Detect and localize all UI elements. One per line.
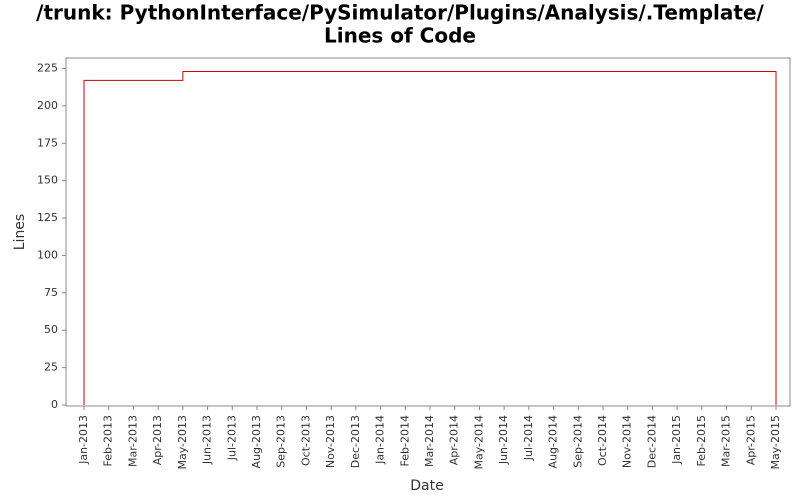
x-tick-label: May-2013 [176, 415, 189, 470]
plot-area [65, 57, 791, 407]
y-axis-title: Lines [12, 214, 28, 250]
x-tick-label: Sep-2013 [275, 415, 288, 468]
y-tick-label: 75 [44, 286, 58, 299]
chart-title: /trunk: PythonInterface/PySimulator/Plug… [36, 1, 764, 25]
x-axis-title: Date [410, 478, 443, 494]
x-tick-label: Dec-2014 [645, 415, 658, 468]
x-tick-label: Mar-2013 [126, 415, 139, 467]
y-tick-label: 25 [44, 361, 58, 374]
y-tick-label: 175 [37, 136, 58, 149]
x-tick-label: Jan-2014 [374, 415, 387, 465]
x-tick-label: Feb-2013 [102, 415, 115, 466]
x-tick-label: Feb-2014 [398, 415, 411, 466]
x-tick-label: Jul-2013 [225, 415, 238, 461]
x-tick-label: Jan-2015 [670, 415, 683, 465]
x-tick-label: Jul-2014 [522, 415, 535, 461]
y-tick-label: 50 [44, 323, 58, 336]
y-tick-label: 0 [51, 398, 58, 411]
y-tick-label: 200 [37, 99, 58, 112]
x-tick-label: Oct-2014 [596, 415, 609, 466]
x-tick-label: Jun-2013 [201, 415, 214, 465]
y-tick-label: 100 [37, 248, 58, 261]
x-tick-label: Apr-2014 [448, 415, 461, 465]
y-tick-label: 225 [37, 61, 58, 74]
x-tick-label: Mar-2014 [423, 415, 436, 467]
x-tick-label: Nov-2013 [324, 415, 337, 468]
x-tick-label: Feb-2015 [695, 415, 708, 466]
x-tick-label: Nov-2014 [621, 415, 634, 468]
y-tick-label: 150 [37, 174, 58, 187]
x-tick-label: Dec-2013 [349, 415, 362, 468]
y-tick-label: 125 [37, 211, 58, 224]
x-tick-label: Oct-2013 [299, 415, 312, 466]
x-tick-label: Sep-2014 [571, 415, 584, 468]
x-tick-label: Aug-2014 [547, 415, 560, 468]
x-tick-label: Aug-2013 [250, 415, 263, 468]
chart-title: Lines of Code [324, 24, 476, 48]
x-tick-label: May-2014 [472, 415, 485, 470]
x-tick-label: Mar-2015 [720, 415, 733, 467]
x-tick-label: Apr-2013 [151, 415, 164, 465]
x-tick-label: Jan-2013 [77, 415, 90, 465]
line [83, 70, 777, 405]
x-tick-label: Apr-2015 [744, 415, 757, 465]
x-tick-label: Jun-2014 [497, 415, 510, 465]
x-tick-label: May-2015 [769, 415, 782, 470]
